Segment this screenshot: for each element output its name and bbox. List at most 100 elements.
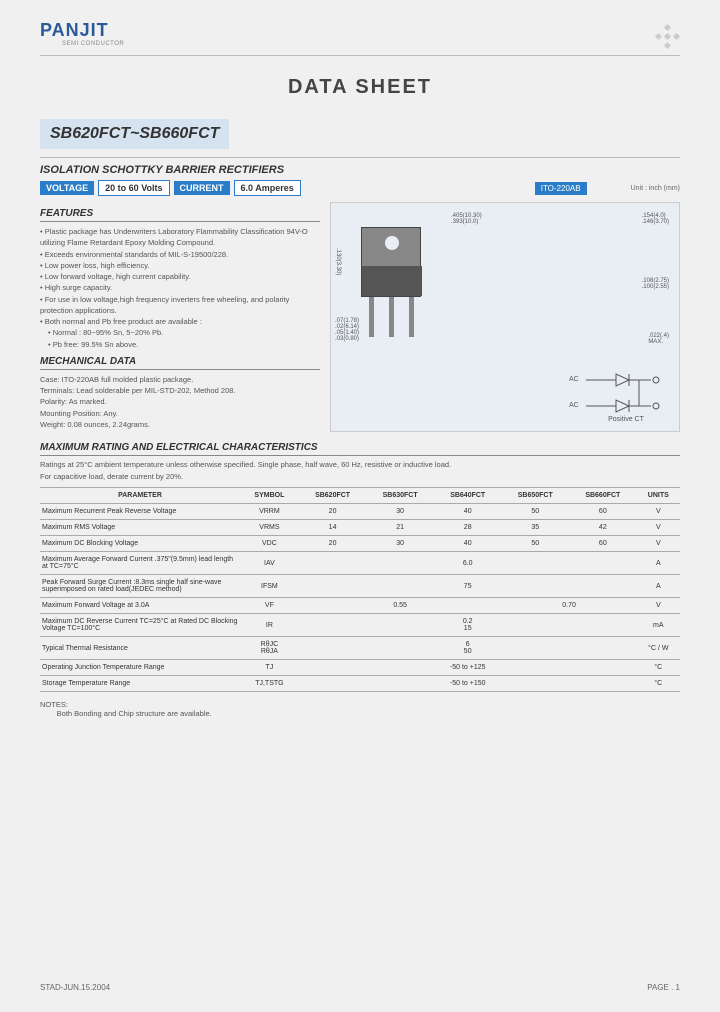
mechanical-line: Weight: 0.08 ounces, 2.24grams. (40, 419, 320, 430)
lead (409, 297, 414, 337)
product-subtitle: ISOLATION SCHOTTKY BARRIER RECTIFIERS (40, 164, 680, 176)
param-value: 0.70 (501, 598, 636, 614)
logo: PANJIT SEMI CONDUCTOR (40, 20, 680, 47)
param-value: 60 (569, 536, 637, 552)
param-value: 30 (366, 536, 434, 552)
feature-item: Exceeds environmental standards of MIL-S… (40, 249, 320, 260)
param-name: Maximum Forward Voltage at 3.0A (40, 598, 240, 614)
param-symbol: RθJC RθJA (240, 637, 299, 660)
param-value: 6 50 (299, 637, 637, 660)
table-header-cell: SYMBOL (240, 488, 299, 504)
logo-subtitle: SEMI CONDUCTOR (62, 41, 680, 47)
dimension-text: .108(2.75).100(2.55) (642, 278, 669, 290)
param-unit: A (637, 552, 680, 575)
divider (40, 157, 680, 158)
voltage-value: 20 to 60 Volts (98, 180, 169, 196)
param-value: -50 to +150 (299, 676, 637, 692)
feature-subitem: Normal : 80~95% Sn, 5~20% Pb. (48, 327, 320, 338)
param-value: 20 (299, 536, 367, 552)
param-symbol: IAV (240, 552, 299, 575)
notes-label: NOTES: (40, 700, 68, 709)
package-body (361, 227, 421, 297)
max-rating-heading: MAXIMUM RATING AND ELECTRICAL CHARACTERI… (40, 442, 680, 456)
table-header-cell: SB620FCT (299, 488, 367, 504)
table-row: Maximum Forward Voltage at 3.0AVF0.550.7… (40, 598, 680, 614)
param-symbol: IFSM (240, 575, 299, 598)
table-row: Operating Junction Temperature RangeTJ-5… (40, 660, 680, 676)
param-unit: V (637, 520, 680, 536)
table-header-cell: SB630FCT (366, 488, 434, 504)
param-symbol: IR (240, 614, 299, 637)
max-rating-section: MAXIMUM RATING AND ELECTRICAL CHARACTERI… (40, 442, 680, 692)
dimension-text: .022(.4)MAX. (648, 333, 669, 345)
table-row: Peak Forward Surge Current :8.3ms single… (40, 575, 680, 598)
param-value: 40 (434, 504, 502, 520)
page-footer: STAD-JUN.15.2004 PAGE . 1 (40, 983, 680, 992)
footer-date: STAD-JUN.15.2004 (40, 983, 110, 992)
ac-label: AC (569, 376, 579, 383)
param-value: 35 (501, 520, 569, 536)
current-label: CURRENT (174, 181, 230, 195)
param-symbol: VRMS (240, 520, 299, 536)
voltage-label: VOLTAGE (40, 181, 94, 195)
param-value: 75 (299, 575, 637, 598)
param-value: 6.0 (299, 552, 637, 575)
table-row: Maximum Average Forward Current .375"(9.… (40, 552, 680, 575)
feature-subitem: Pb free: 99.5% Sn above. (48, 339, 320, 350)
param-value: 40 (434, 536, 502, 552)
table-header-cell: SB640FCT (434, 488, 502, 504)
table-row: Typical Thermal ResistanceRθJC RθJA6 50°… (40, 637, 680, 660)
param-unit: °C (637, 660, 680, 676)
param-unit: V (637, 536, 680, 552)
feature-item: For use in low voltage,high frequency in… (40, 294, 320, 317)
table-header-row: PARAMETERSYMBOLSB620FCTSB630FCTSB640FCTS… (40, 488, 680, 504)
package-leads (361, 297, 421, 337)
mechanical-line: Case: ITO-220AB full molded plastic pack… (40, 374, 320, 385)
param-symbol: TJ (240, 660, 299, 676)
mechanical-line: Terminals: Lead solderable per MIL-STD-2… (40, 385, 320, 396)
table-header-cell: UNITS (637, 488, 680, 504)
param-name: Maximum DC Blocking Voltage (40, 536, 240, 552)
table-row: Storage Temperature RangeTJ,TSTG-50 to +… (40, 676, 680, 692)
table-header-cell: PARAMETER (40, 488, 240, 504)
param-unit: V (637, 598, 680, 614)
param-name: Operating Junction Temperature Range (40, 660, 240, 676)
notes-text: Both Bonding and Chip structure are avai… (57, 709, 212, 718)
param-symbol: VDC (240, 536, 299, 552)
mechanical-heading: MECHANICAL DATA (40, 356, 320, 370)
param-value: 50 (501, 536, 569, 552)
diode-circuit-icon (581, 368, 671, 418)
current-value: 6.0 Amperes (234, 180, 301, 196)
param-symbol: VF (240, 598, 299, 614)
table-row: Maximum RMS VoltageVRMS1421283542V (40, 520, 680, 536)
param-name: Maximum RMS Voltage (40, 520, 240, 536)
lead (389, 297, 394, 337)
divider (40, 55, 680, 56)
param-symbol: VRRM (240, 504, 299, 520)
param-value: 0.55 (299, 598, 502, 614)
table-row: Maximum DC Reverse Current TC=25°C at Ra… (40, 614, 680, 637)
param-unit: V (637, 504, 680, 520)
package-unit: Unit : inch (mm) (631, 185, 680, 192)
table-row: Maximum DC Blocking VoltageVDC2030405060… (40, 536, 680, 552)
param-unit: °C / W (637, 637, 680, 660)
mechanical-text: Case: ITO-220AB full molded plastic pack… (40, 374, 320, 430)
footer-page: PAGE . 1 (647, 983, 680, 992)
features-list: Plastic package has Underwriters Laborat… (40, 226, 320, 350)
param-unit: A (637, 575, 680, 598)
rating-note-1: Ratings at 25°C ambient temperature unle… (40, 460, 680, 469)
main-content-row: FEATURES Plastic package has Underwriter… (40, 202, 680, 432)
param-name: Typical Thermal Resistance (40, 637, 240, 660)
param-value: 30 (366, 504, 434, 520)
package-label: ITO-220AB (535, 182, 587, 195)
package-outline (361, 227, 421, 297)
page-title: DATA SHEET (40, 76, 680, 99)
package-drawing-panel: .405(10.30).393(10.0) .154(4.0).146(3.70… (330, 202, 680, 432)
table-body: Maximum Recurrent Peak Reverse VoltageVR… (40, 504, 680, 692)
feature-item: Low power loss, high efficiency. (40, 260, 320, 271)
mechanical-line: Mounting Position: Any. (40, 408, 320, 419)
spec-row: VOLTAGE 20 to 60 Volts CURRENT 6.0 Amper… (40, 180, 680, 196)
circuit-diagram: AC AC Positive CT (581, 368, 671, 423)
logo-brand: PANJIT (40, 20, 680, 41)
ac-label: AC (569, 402, 579, 409)
